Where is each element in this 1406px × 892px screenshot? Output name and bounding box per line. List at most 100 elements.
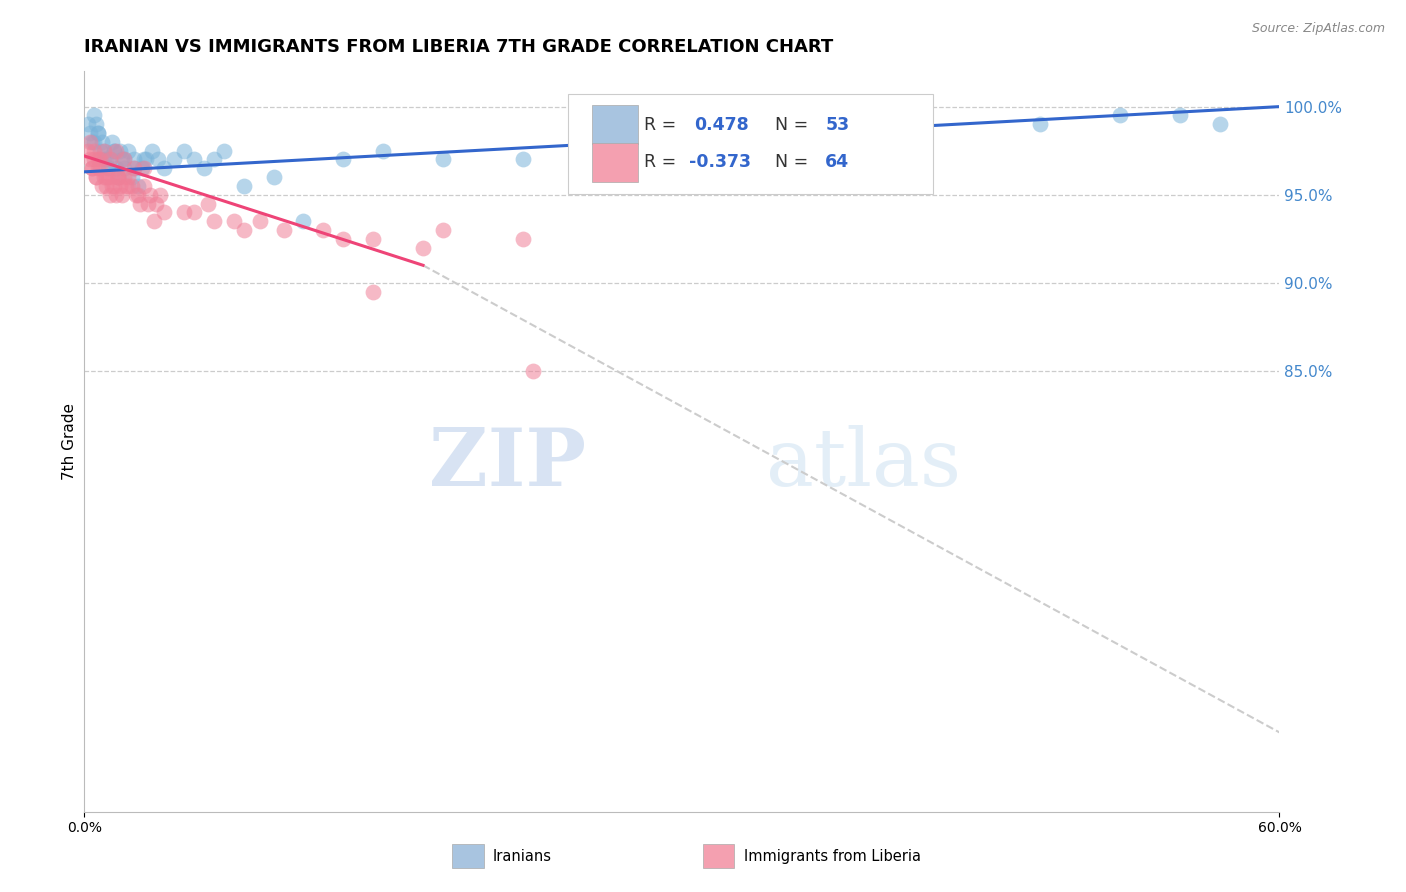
Point <box>132 161 156 176</box>
Point <box>139 187 162 202</box>
Point <box>101 178 124 193</box>
Point <box>273 223 295 237</box>
Point <box>103 144 125 158</box>
Point <box>83 135 105 149</box>
Point <box>129 196 152 211</box>
Point <box>97 161 120 176</box>
Point <box>522 364 544 378</box>
Text: Iranians: Iranians <box>494 848 553 863</box>
Point <box>82 161 104 176</box>
Point <box>87 126 110 140</box>
Point <box>197 196 219 211</box>
Point <box>105 187 128 202</box>
Point <box>512 232 534 246</box>
Point <box>86 170 108 185</box>
Point <box>512 153 534 167</box>
Point <box>232 178 254 193</box>
Point <box>127 178 149 193</box>
Point <box>292 214 315 228</box>
Point <box>87 126 110 140</box>
Point <box>112 153 135 167</box>
Point <box>86 117 108 131</box>
Point <box>432 153 454 167</box>
Point <box>107 170 129 185</box>
Point <box>89 153 111 167</box>
Point <box>121 170 143 185</box>
Text: R =: R = <box>644 153 682 171</box>
Point <box>173 205 195 219</box>
Point <box>98 187 121 202</box>
Point <box>332 232 354 246</box>
Point <box>77 144 100 158</box>
Point <box>101 170 124 185</box>
Text: R =: R = <box>644 116 682 134</box>
Point <box>412 241 434 255</box>
Point <box>86 170 108 185</box>
Point <box>125 187 148 202</box>
FancyBboxPatch shape <box>453 845 484 868</box>
Text: 64: 64 <box>825 153 849 171</box>
Point <box>98 153 121 167</box>
Point <box>112 153 135 167</box>
Point <box>122 161 145 176</box>
Point <box>91 178 114 193</box>
Point <box>93 144 115 158</box>
Point <box>127 187 149 202</box>
Text: IRANIAN VS IMMIGRANTS FROM LIBERIA 7TH GRADE CORRELATION CHART: IRANIAN VS IMMIGRANTS FROM LIBERIA 7TH G… <box>84 38 834 56</box>
Point <box>202 153 225 167</box>
Point <box>432 223 454 237</box>
Point <box>103 178 125 193</box>
Point <box>83 153 105 167</box>
Point <box>79 135 101 149</box>
Point <box>110 144 132 158</box>
Point <box>82 135 104 149</box>
Point <box>361 232 384 246</box>
Text: Source: ZipAtlas.com: Source: ZipAtlas.com <box>1251 22 1385 36</box>
Point <box>105 144 128 158</box>
Point <box>122 161 145 176</box>
Text: ZIP: ZIP <box>429 425 586 503</box>
Point <box>146 153 169 167</box>
Point <box>232 223 254 237</box>
Point <box>111 153 134 167</box>
Point <box>373 144 395 158</box>
Point <box>193 161 215 176</box>
Point <box>212 144 235 158</box>
Point <box>122 153 145 167</box>
Point <box>79 126 101 140</box>
Point <box>136 196 159 211</box>
Point <box>93 170 115 185</box>
Point <box>132 178 156 193</box>
Point <box>91 135 114 149</box>
Point <box>83 108 105 122</box>
Point <box>105 161 128 176</box>
Point <box>117 170 139 185</box>
Point <box>103 144 125 158</box>
Text: Immigrants from Liberia: Immigrants from Liberia <box>744 848 921 863</box>
Point <box>263 170 285 185</box>
Text: atlas: atlas <box>766 425 960 503</box>
FancyBboxPatch shape <box>568 94 934 194</box>
Point <box>97 161 120 176</box>
Point <box>183 205 205 219</box>
Point <box>98 153 121 167</box>
Point <box>79 153 101 167</box>
Point <box>112 161 135 176</box>
Point <box>96 178 118 193</box>
Point <box>132 153 156 167</box>
Text: -0.373: -0.373 <box>689 153 751 171</box>
Point <box>96 170 118 185</box>
Point <box>121 178 143 193</box>
Point <box>77 117 100 131</box>
Point <box>153 205 176 219</box>
Point <box>1109 108 1132 122</box>
Point <box>83 144 105 158</box>
FancyBboxPatch shape <box>703 845 734 868</box>
Point <box>312 223 335 237</box>
Text: 0.478: 0.478 <box>695 116 748 134</box>
Point <box>145 196 167 211</box>
Point <box>149 187 172 202</box>
Point <box>111 187 134 202</box>
Point <box>131 161 153 176</box>
Point <box>141 144 163 158</box>
